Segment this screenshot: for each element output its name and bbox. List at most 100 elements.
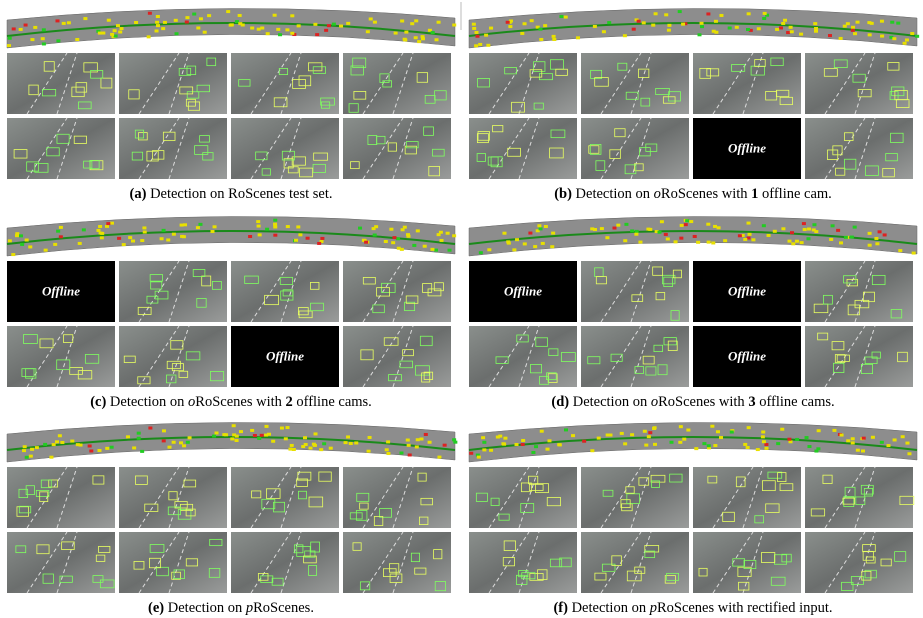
panel: OfflineOffline(c) Detection on oRoScenes…: [7, 216, 456, 410]
vehicle-dot: [851, 437, 855, 440]
vehicle-dot: [294, 239, 298, 242]
vehicle-dot: [314, 432, 318, 435]
vehicle-dot: [520, 32, 524, 35]
road-map: [7, 8, 455, 48]
vehicle-dot: [107, 19, 111, 22]
vehicle-dot: [669, 441, 673, 444]
vehicle-dot: [878, 230, 882, 233]
vehicle-dot: [437, 21, 441, 24]
vehicle-dot: [907, 452, 911, 455]
vehicle-dot: [315, 33, 319, 36]
vehicle-dot: [506, 21, 510, 24]
vehicle-dot: [182, 444, 186, 447]
vehicle-dot: [235, 435, 239, 438]
panel: (e) Detection on pRoScenes.: [7, 422, 457, 616]
vehicle-dot: [716, 430, 720, 433]
vehicle-dot: [748, 233, 752, 236]
vehicle-dot: [623, 34, 627, 37]
vehicle-dot: [875, 242, 879, 245]
camera-view: [119, 118, 227, 179]
vehicle-dot: [70, 440, 74, 443]
vehicle-dot: [582, 440, 586, 443]
vehicle-dot: [813, 22, 817, 25]
vehicle-dot: [339, 25, 343, 28]
vehicle-dot: [180, 224, 184, 227]
vehicle-dot: [324, 29, 328, 32]
vehicle-dot: [602, 30, 606, 33]
vehicle-dot: [635, 230, 639, 233]
vehicle-dot: [648, 431, 652, 434]
vehicle-dot: [257, 225, 261, 228]
vehicle-dot: [839, 37, 843, 40]
vehicle-dot: [630, 433, 634, 436]
vehicle-dot: [472, 23, 476, 26]
vehicle-dot: [710, 425, 714, 428]
vehicle-dot: [156, 15, 160, 18]
vehicle-dot: [678, 441, 682, 444]
vehicle-dot: [257, 28, 261, 31]
vehicle-dot: [180, 235, 184, 238]
vehicle-dot: [839, 241, 843, 244]
vehicle-dot: [257, 437, 261, 440]
vehicle-dot: [24, 24, 28, 27]
vehicle-dot: [541, 242, 545, 245]
vehicle-dot: [700, 22, 704, 25]
offline-label: Offline: [728, 349, 766, 364]
vehicle-dot: [35, 446, 39, 449]
vehicle-dot: [98, 32, 102, 35]
vehicle-dot: [814, 30, 818, 33]
vehicle-dot: [679, 425, 683, 428]
vehicle-dot: [140, 239, 144, 242]
vehicle-dot: [684, 223, 688, 226]
vehicle-dot: [230, 437, 234, 440]
vehicle-dot: [385, 448, 389, 451]
vehicle-dot: [477, 456, 481, 459]
camera-view: [343, 261, 451, 322]
vehicle-dot: [406, 233, 410, 236]
vehicle-dot: [22, 449, 26, 452]
camera-view: [805, 326, 913, 387]
vehicle-dot: [508, 25, 512, 28]
vehicle-dot: [211, 230, 215, 233]
vehicle-dot: [632, 28, 636, 31]
vehicle-dot: [55, 19, 59, 22]
vehicle-dot: [117, 237, 121, 240]
vehicle-dot: [82, 228, 86, 231]
vehicle-dot: [260, 27, 264, 30]
vehicle-dot: [653, 426, 657, 429]
vehicle-dot: [593, 25, 597, 28]
vehicle-dot: [564, 428, 568, 431]
vehicle-dot: [667, 29, 671, 32]
vehicle-dot: [186, 441, 190, 444]
vehicle-dot: [762, 17, 766, 20]
vehicle-dot: [790, 30, 794, 33]
vehicle-dot: [868, 244, 872, 247]
vehicle-dot: [767, 234, 771, 237]
vehicle-dot: [58, 434, 62, 437]
caption-text: 2: [286, 394, 293, 410]
caption-label: (e): [148, 600, 164, 616]
caption-text: Detection on: [576, 186, 654, 202]
vehicle-dot: [474, 44, 478, 47]
vehicle-dot: [644, 444, 648, 447]
caption-text: RoScenes with: [661, 186, 751, 202]
vehicle-dot: [711, 241, 715, 244]
vehicle-dot: [89, 449, 93, 452]
vehicle-dot: [273, 223, 277, 226]
vehicle-dot: [861, 449, 865, 452]
vehicle-dot: [446, 232, 450, 235]
vehicle-dot: [301, 445, 305, 448]
vehicle-dot: [329, 447, 333, 450]
vehicle-dot: [162, 229, 166, 232]
vehicle-dot: [571, 434, 575, 437]
vehicle-dot: [452, 438, 456, 441]
vehicle-dot: [648, 228, 652, 231]
vehicle-dot: [59, 226, 63, 229]
vehicle-dot: [258, 233, 262, 236]
vehicle-dot: [800, 241, 804, 244]
caption-text: o: [654, 186, 661, 202]
vehicle-dot: [714, 20, 718, 23]
vehicle-dot: [414, 36, 418, 39]
vehicle-dot: [399, 451, 403, 454]
caption: (b) Detection on oRoScenes with 1 offlin…: [554, 186, 832, 202]
